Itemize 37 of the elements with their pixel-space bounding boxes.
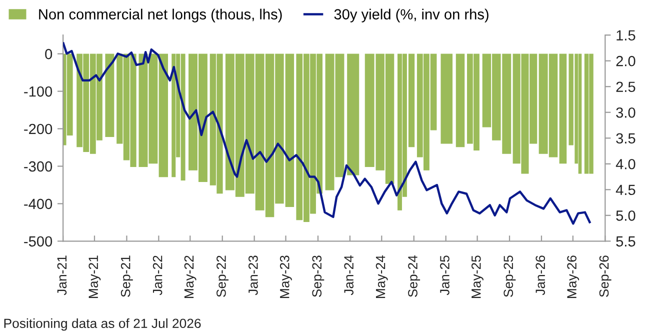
y-tick-label: -200 xyxy=(24,124,52,134)
x-tick-label: Jan-26 xyxy=(536,256,546,296)
y2-tick-label: 1.5 xyxy=(616,30,636,40)
y2-tick-label: 5.5 xyxy=(616,236,636,247)
line-series xyxy=(63,42,591,225)
y2-tick-label: 3.0 xyxy=(616,107,636,118)
y-tick-label: 0 xyxy=(45,48,52,60)
x-tick-label: Sep-22 xyxy=(216,256,228,297)
y-tick-label: -300 xyxy=(24,161,52,172)
x-tick-label: Jan-21 xyxy=(57,256,67,296)
x-tick-label: Jan-24 xyxy=(344,255,354,296)
x-tick-label: May-21 xyxy=(88,256,101,298)
x-tick-label: May-25 xyxy=(471,256,484,298)
x-tick-label: May-22 xyxy=(184,256,196,298)
y2-tick-label: 2.0 xyxy=(616,56,636,66)
y-tick-label: -400 xyxy=(24,198,52,210)
text: Positioning data as of 21 Jul 2026 xyxy=(4,318,201,331)
y-tick-label: -100 xyxy=(24,86,52,97)
x-tick-label: Jan-22 xyxy=(152,256,162,296)
y2-tick-label: 5.0 xyxy=(616,210,636,221)
x-tick-label: Jan-23 xyxy=(248,256,258,296)
x-tick-label: May-26 xyxy=(567,256,580,298)
x-tick-label: Jan-25 xyxy=(440,256,450,296)
x-tick-label: Sep-24 xyxy=(408,255,420,297)
y2-tick-label: 2.5 xyxy=(616,82,636,92)
x-tick-label: Sep-26 xyxy=(599,256,612,297)
x-tick-label: May-24 xyxy=(376,255,388,298)
legend-label: 30y yield (%, inv on rhs) xyxy=(334,8,488,22)
x-tick-label: Sep-21 xyxy=(120,256,133,297)
x-tick-label: Sep-23 xyxy=(312,256,324,297)
x-tick-label: Sep-25 xyxy=(504,256,516,297)
legend-label: Non commercial net longs (thous, lhs) xyxy=(39,8,282,22)
y2-tick-label: 3.5 xyxy=(616,133,636,144)
y2-tick-label: 4.0 xyxy=(616,158,636,170)
x-tick-label: May-23 xyxy=(280,256,292,298)
y-tick-label: -500 xyxy=(24,236,52,247)
y2-tick-label: 4.5 xyxy=(616,184,636,196)
